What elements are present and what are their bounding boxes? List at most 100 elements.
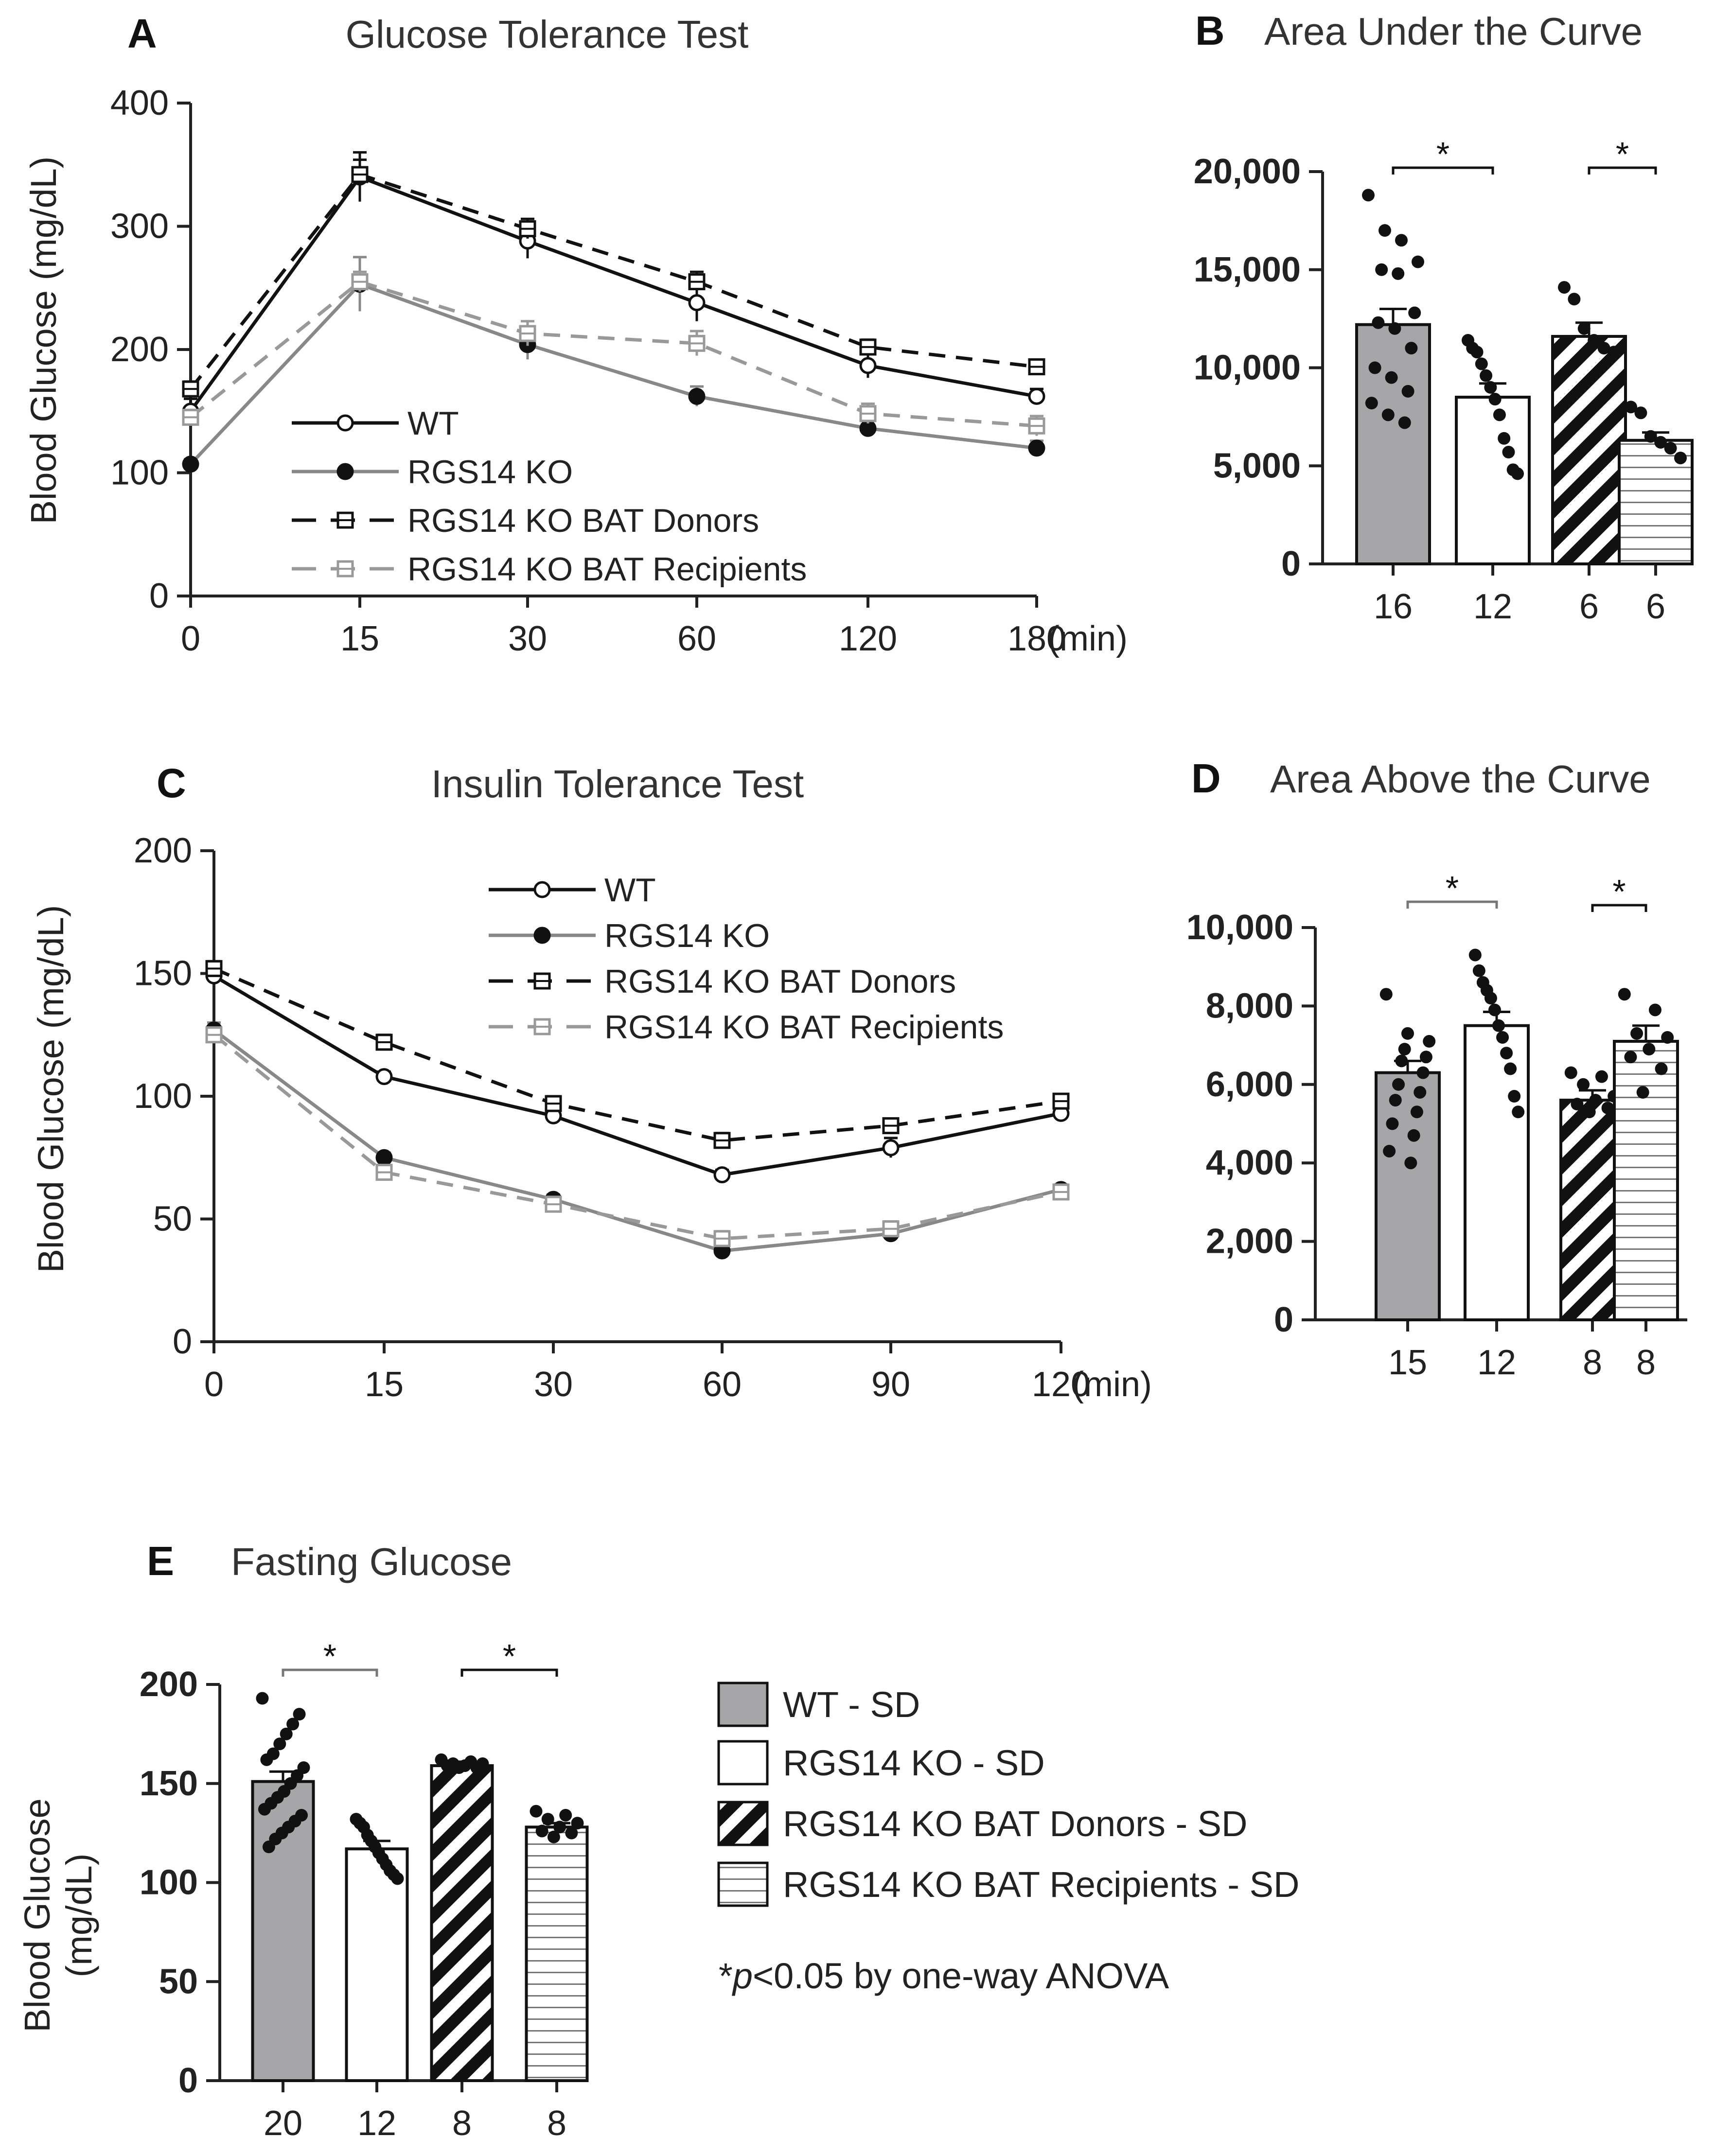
panel-d-dot-recip-4 <box>1643 1043 1656 1056</box>
panel-b-dot-wt-14 <box>1381 408 1395 421</box>
panel-b-dot-ko-2 <box>1470 346 1484 359</box>
panel-c-x-tick-label-1: 15 <box>365 1365 404 1404</box>
panel-b-dot-ko-3 <box>1475 357 1488 370</box>
panel-e-dot-wt-1 <box>293 1708 306 1721</box>
panel-b-dot-donor-2 <box>1577 322 1591 335</box>
panel-a-series-wt <box>182 151 1045 424</box>
panel-c-series <box>205 960 1070 1260</box>
panel-c-legend-label-recip: RGS14 KO BAT Recipients <box>604 1009 1004 1046</box>
panel-b-dot-wt-2 <box>1395 234 1408 247</box>
panel-c-x-tick-label-0: 0 <box>204 1365 224 1404</box>
panel-b-dot-recip-4 <box>1664 441 1677 455</box>
panel-c-title: Insulin Tolerance Test <box>431 762 804 806</box>
panel-d-dot-recip-5 <box>1624 1051 1637 1064</box>
panel-e-bars: * * <box>251 1637 589 2083</box>
panel-d-dot-wt-10 <box>1410 1105 1423 1119</box>
panel-b-y-tick-label-4: 20,000 <box>1194 152 1301 191</box>
panel-c-y-tick-label-1: 50 <box>153 1200 192 1239</box>
panel-c-series-recip <box>205 1026 1070 1247</box>
panel-c-point-wt-4 <box>882 1139 900 1157</box>
panel-b-dot-ko-7 <box>1493 408 1506 421</box>
panel-a-x-tick-label-0: 0 <box>181 619 200 658</box>
panel-e-dot-recip-7 <box>547 1830 560 1843</box>
panel-d-x-tick-label-2: 8 <box>1583 1343 1602 1382</box>
panel-c-y-tick-label-3: 150 <box>134 954 192 993</box>
panel-b-bar-ko <box>1455 396 1531 566</box>
panel-d-dot-wt-3 <box>1398 1043 1411 1056</box>
panel-b-dot-wt-8 <box>1388 322 1401 335</box>
panel-b-x-tick-label-2: 6 <box>1579 587 1599 626</box>
panel-d-dot-donor-2 <box>1577 1078 1590 1091</box>
panel-e-x-tick-label-2: 8 <box>452 2104 472 2143</box>
panel-a-point-wt-4 <box>859 357 877 374</box>
panel-e-sig-star-1: * <box>503 1637 516 1675</box>
panel-a-legend-item-ko: RGS14 KO <box>292 454 573 491</box>
bar-legend-swatch-donor <box>717 1801 769 1846</box>
panel-d-dot-wt-5 <box>1395 1054 1408 1068</box>
panel-d-y-tick-label-4: 8,000 <box>1206 986 1293 1025</box>
panel-e-dot-donor-6 <box>470 1761 483 1774</box>
panel-e-y-axis-label-line-2: (mg/dL) <box>59 1854 99 1978</box>
panel-b-dot-wt-10 <box>1368 361 1381 374</box>
panel-b-y-tick-label-2: 10,000 <box>1194 349 1301 387</box>
panel-d-bar-ko <box>1464 1024 1530 1321</box>
panel-a-x-tick-label-4: 120 <box>839 619 897 658</box>
panel-d-x-tick-label-1: 12 <box>1477 1343 1516 1382</box>
panel-d-dot-donor-0 <box>1564 1066 1577 1079</box>
panel-d-dot-donor-6 <box>1601 1102 1614 1115</box>
panel-a-point-ko-3 <box>688 387 706 405</box>
panel-a-legend-item-recip: RGS14 KO BAT Recipients <box>292 551 807 588</box>
panel-d-dot-wt-6 <box>1416 1066 1430 1079</box>
panel-b-sig-star-0: * <box>1436 135 1449 173</box>
panel-a-series <box>182 151 1045 473</box>
panel-c-series-wt-line <box>213 974 1061 1177</box>
panel-e-x-tick-label-3: 8 <box>547 2104 566 2143</box>
panel-b-dot-recip-3 <box>1654 436 1667 449</box>
panel-e-dot-ko-11 <box>391 1872 404 1885</box>
panel-d-dot-recip-0 <box>1618 988 1631 1001</box>
panel-d-dot-ko-9 <box>1504 1062 1517 1075</box>
panel-b-dot-recip-1 <box>1634 406 1647 420</box>
panel-b-dot-wt-9 <box>1405 342 1418 355</box>
panel-b-letter: B <box>1195 8 1225 53</box>
panel-c-legend-item-recip: RGS14 KO BAT Recipients <box>489 1009 1004 1046</box>
bar-legend-label-donor: RGS14 KO BAT Donors - SD <box>783 1804 1247 1844</box>
panel-a-legend-item-wt: WT <box>292 405 459 442</box>
panel-d-x-tick-label-3: 8 <box>1636 1343 1656 1382</box>
panel-b-dot-wt-12 <box>1401 385 1414 398</box>
panel-c-y-tick-label-2: 100 <box>134 1077 192 1116</box>
panel-a-legend: WT RGS14 KO RGS14 KO BAT Donors RGS14 KO BA… <box>292 405 807 588</box>
panel-d-y-tick-label-1: 2,000 <box>1206 1222 1293 1261</box>
panel-d-dot-wt-13 <box>1383 1144 1396 1157</box>
panel-d-axes: 0 2,000 4,000 6,000 8,000 10,000 15 12 8 8 <box>1186 908 1687 1382</box>
panel-a-legend-label-wt: WT <box>407 405 459 442</box>
panel-d-dot-wt-4 <box>1419 1051 1432 1064</box>
panel-d-sig-bracket-0 <box>1406 900 1498 909</box>
panel-b-y-tick-label-1: 5,000 <box>1213 446 1301 485</box>
panel-b-dot-ko-4 <box>1480 369 1493 382</box>
panel-a-axes: 0 100 200 300 400 0 15 30 60 120 180(min) <box>110 84 1128 658</box>
panel-d-area-above-curve: D Area Above the Curve 0 2,000 4,000 6,000 8… <box>1186 755 1687 1382</box>
panel-e-dot-recip-5 <box>535 1824 548 1838</box>
panel-b-dot-wt-15 <box>1398 416 1411 429</box>
bar-legend-label-ko: RGS14 KO - SD <box>783 1743 1045 1783</box>
panel-c-legend-marker-ko <box>533 927 551 944</box>
panel-d-dot-ko-11 <box>1512 1105 1525 1119</box>
panel-a-legend-marker-ko <box>336 463 354 480</box>
panel-a-point-wt-5 <box>1028 387 1045 405</box>
panel-e-dot-wt-13 <box>258 1803 271 1816</box>
panel-d-dot-wt-9 <box>1389 1094 1402 1107</box>
panel-b-bars: * * <box>1355 135 1694 566</box>
panel-e-sig-bracket-1 <box>460 1668 558 1677</box>
panel-d-dot-donor-7 <box>1583 1105 1596 1119</box>
panel-d-dot-recip-7 <box>1636 1086 1649 1099</box>
panel-e-y-tick-label-2: 100 <box>140 1863 198 1902</box>
panel-d-dot-wt-11 <box>1386 1117 1399 1130</box>
panel-c-y-tick-label-4: 200 <box>134 831 192 870</box>
panel-b-dot-wt-1 <box>1379 224 1391 237</box>
panel-e-dot-wt-0 <box>256 1692 269 1705</box>
panel-e-title: Fasting Glucose <box>231 1540 512 1583</box>
panel-e-dot-donor-7 <box>452 1761 465 1774</box>
panel-d-dot-wt-1 <box>1401 1027 1414 1040</box>
